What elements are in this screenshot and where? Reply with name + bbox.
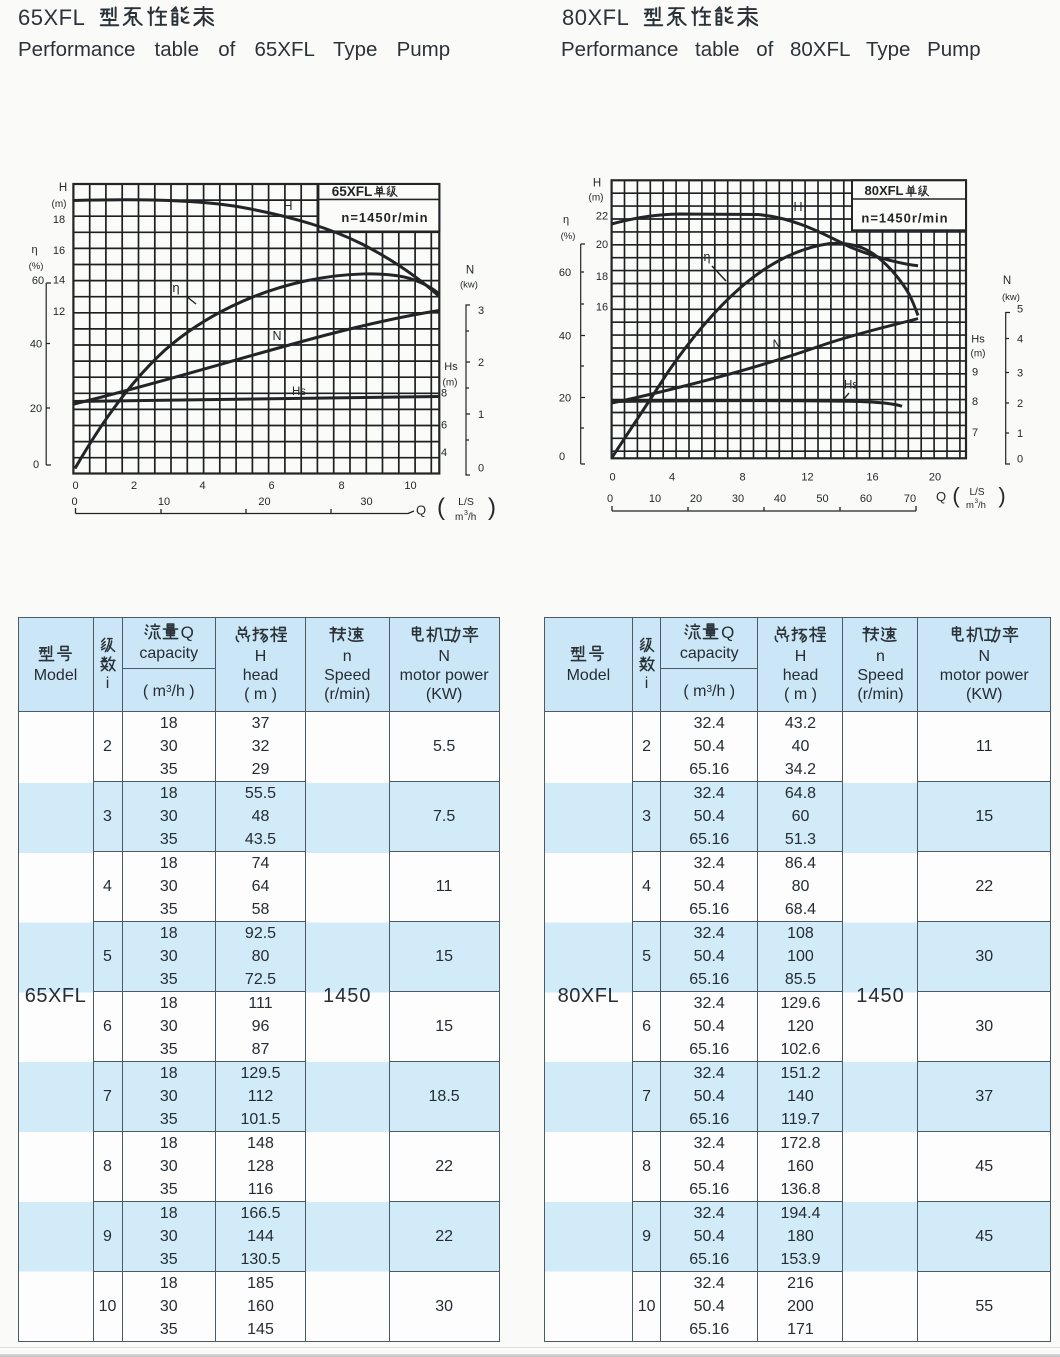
- svg-text:N: N: [466, 265, 474, 277]
- svg-text:20: 20: [559, 393, 571, 405]
- svg-text:4: 4: [199, 480, 205, 492]
- svg-text:50: 50: [816, 493, 828, 505]
- svg-text:60: 60: [860, 493, 872, 505]
- svg-text:8: 8: [338, 480, 344, 492]
- svg-text:L/S: L/S: [969, 487, 984, 498]
- svg-text:3: 3: [1017, 368, 1023, 380]
- svg-text:2: 2: [131, 480, 137, 492]
- svg-text:(%): (%): [29, 261, 44, 272]
- svg-text:65XFL: 65XFL: [332, 184, 373, 199]
- svg-text:(kw): (kw): [460, 280, 478, 291]
- svg-text:70: 70: [904, 493, 916, 505]
- svg-text:(m): (m): [443, 378, 458, 389]
- svg-text:20: 20: [690, 493, 702, 505]
- svg-text:8: 8: [739, 472, 745, 484]
- svg-text:3: 3: [478, 305, 484, 317]
- svg-text:12: 12: [53, 306, 65, 318]
- svg-text:0: 0: [607, 493, 613, 505]
- svg-text:(m): (m): [52, 199, 67, 210]
- svg-text:20: 20: [929, 472, 941, 484]
- svg-text:/h: /h: [468, 512, 476, 523]
- svg-text:18: 18: [596, 271, 608, 283]
- svg-text:Hs: Hs: [444, 361, 458, 373]
- svg-text:Hs: Hs: [292, 386, 306, 398]
- svg-text:N: N: [1003, 275, 1011, 287]
- svg-text:0: 0: [609, 472, 615, 484]
- svg-text:Hs: Hs: [971, 334, 985, 346]
- svg-text:H: H: [283, 199, 292, 213]
- svg-text:/h: /h: [978, 500, 986, 511]
- svg-text:(%): (%): [561, 231, 576, 242]
- svg-text:5: 5: [1017, 304, 1023, 316]
- svg-text:H: H: [593, 178, 601, 190]
- svg-text:2: 2: [1017, 398, 1023, 410]
- svg-text:n=1450r/min: n=1450r/min: [341, 210, 428, 225]
- svg-text:1: 1: [1017, 428, 1023, 440]
- svg-text:η: η: [704, 250, 711, 264]
- svg-text:N: N: [772, 338, 781, 352]
- svg-text:20: 20: [258, 496, 270, 508]
- svg-text:m: m: [966, 500, 974, 511]
- svg-text:H: H: [793, 200, 802, 214]
- svg-text:3: 3: [464, 510, 468, 517]
- svg-text:60: 60: [559, 267, 571, 279]
- svg-text:η: η: [563, 214, 569, 226]
- svg-text:m: m: [455, 512, 463, 523]
- svg-text:(: (: [437, 494, 445, 521]
- svg-text:(m): (m): [971, 349, 986, 360]
- svg-text:(: (: [952, 483, 960, 508]
- svg-text:Q: Q: [936, 489, 946, 504]
- svg-text:20: 20: [30, 403, 42, 415]
- svg-text:4: 4: [1017, 334, 1023, 346]
- svg-text:10: 10: [158, 496, 170, 508]
- svg-text:0: 0: [71, 496, 77, 508]
- svg-text:3: 3: [975, 498, 979, 505]
- svg-text:0: 0: [1017, 454, 1023, 466]
- svg-text:20: 20: [596, 239, 608, 251]
- svg-text:4: 4: [441, 447, 447, 459]
- svg-text:8: 8: [972, 396, 978, 408]
- svg-text:18: 18: [53, 214, 65, 226]
- svg-text:0: 0: [72, 480, 78, 492]
- svg-text:40: 40: [30, 339, 42, 351]
- svg-text:Hs: Hs: [844, 380, 858, 392]
- svg-text:1: 1: [478, 409, 484, 421]
- svg-text:30: 30: [732, 493, 744, 505]
- svg-text:14: 14: [53, 275, 65, 287]
- svg-text:10: 10: [404, 480, 416, 492]
- svg-text:6: 6: [268, 480, 274, 492]
- svg-text:N: N: [272, 329, 281, 343]
- svg-text:η: η: [31, 244, 37, 256]
- svg-text:2: 2: [478, 357, 484, 369]
- svg-text:(kw): (kw): [1002, 292, 1020, 303]
- svg-text:0: 0: [559, 451, 565, 463]
- svg-text:80XFL: 80XFL: [864, 183, 903, 198]
- svg-text:η: η: [172, 280, 179, 295]
- svg-text:16: 16: [866, 472, 878, 484]
- svg-text:16: 16: [596, 302, 608, 314]
- svg-text:10: 10: [649, 493, 661, 505]
- svg-text:(m): (m): [589, 193, 604, 204]
- svg-text:60: 60: [32, 275, 44, 287]
- svg-text:0: 0: [478, 463, 484, 475]
- svg-text:9: 9: [972, 367, 978, 379]
- svg-text:40: 40: [559, 331, 571, 343]
- svg-text:): ): [488, 494, 496, 521]
- svg-text:8: 8: [441, 388, 447, 400]
- svg-text:12: 12: [801, 472, 813, 484]
- svg-text:7: 7: [972, 427, 978, 439]
- svg-text:L/S: L/S: [458, 496, 474, 508]
- svg-text:0: 0: [33, 459, 39, 471]
- svg-text:H: H: [59, 182, 67, 194]
- svg-text:Q: Q: [416, 503, 426, 518]
- svg-text:): ): [998, 483, 1005, 508]
- svg-text:30: 30: [360, 496, 372, 508]
- svg-text:4: 4: [669, 472, 675, 484]
- svg-text:22: 22: [596, 211, 608, 223]
- svg-text:n=1450r/min: n=1450r/min: [861, 211, 948, 226]
- svg-text:40: 40: [774, 493, 786, 505]
- svg-text:16: 16: [53, 245, 65, 257]
- svg-text:6: 6: [441, 420, 447, 432]
